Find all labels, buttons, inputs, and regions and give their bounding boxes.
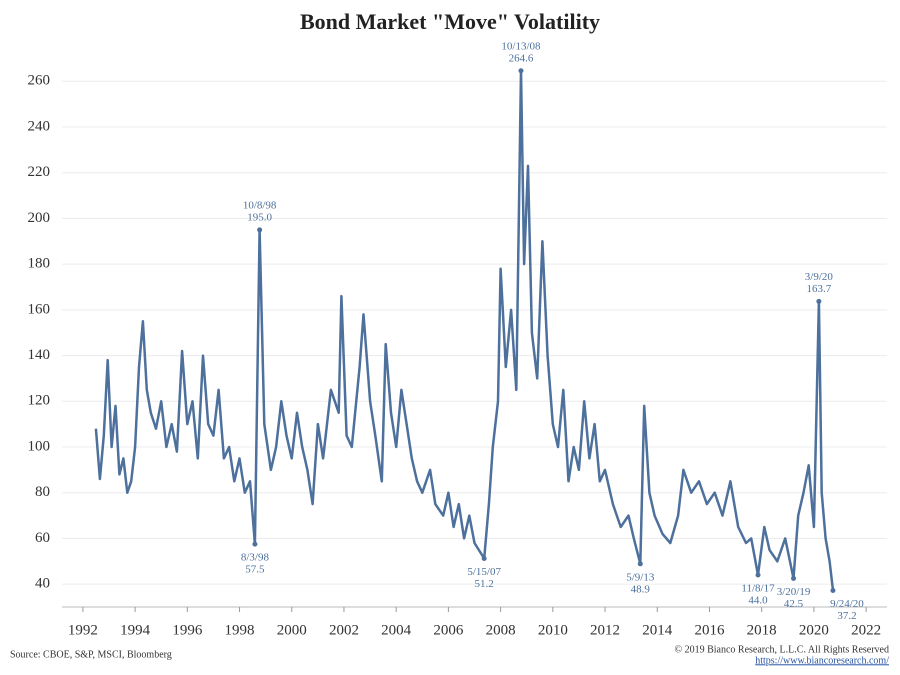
y-tick-label: 180 bbox=[28, 256, 51, 272]
annotation-date: 10/13/08 bbox=[501, 40, 541, 52]
y-tick-label: 160 bbox=[28, 301, 51, 317]
x-tick-label: 2008 bbox=[486, 622, 516, 638]
source: Source: CBOE, S&P, MSCI, Bloomberg bbox=[10, 649, 172, 660]
annotation-point bbox=[830, 588, 836, 594]
y-tick-label: 40 bbox=[35, 576, 50, 592]
x-tick-label: 2014 bbox=[642, 622, 673, 638]
y-tick-label: 240 bbox=[28, 118, 51, 134]
copyright: © 2019 Bianco Research, L.L.C. All Right… bbox=[674, 644, 889, 655]
x-tick-label: 2002 bbox=[329, 622, 359, 638]
x-tick-label: 1996 bbox=[172, 622, 203, 638]
annotation-point bbox=[755, 572, 761, 578]
y-tick-label: 260 bbox=[28, 73, 51, 89]
annotation-date: 11/8/17 bbox=[741, 583, 775, 595]
annotation-value: 195.0 bbox=[247, 211, 272, 223]
annotation-point bbox=[257, 227, 263, 233]
x-tick-label: 2016 bbox=[694, 622, 725, 638]
annotation-point bbox=[481, 556, 487, 562]
annotation-date: 9/24/20 bbox=[830, 598, 864, 610]
x-tick-label: 2020 bbox=[799, 622, 829, 638]
y-tick-label: 140 bbox=[28, 347, 51, 363]
annotation-value: 163.7 bbox=[806, 283, 831, 295]
annotation-point bbox=[791, 575, 797, 581]
x-tick-label: 1992 bbox=[68, 622, 98, 638]
x-tick-label: 2022 bbox=[851, 622, 881, 638]
x-tick-label: 2000 bbox=[277, 622, 307, 638]
annotation-value: 42.5 bbox=[784, 598, 804, 610]
x-tick-label: 2012 bbox=[590, 622, 620, 638]
annotation-date: 8/3/98 bbox=[241, 552, 270, 564]
annotation-value: 264.6 bbox=[509, 52, 534, 64]
annotation-value: 51.2 bbox=[475, 578, 494, 590]
y-tick-label: 100 bbox=[28, 438, 51, 454]
annotation-date: 5/9/13 bbox=[626, 571, 655, 583]
url[interactable]: https://www.biancoresearch.com/ bbox=[755, 655, 889, 666]
chart-title: Bond Market "Move" Volatility bbox=[300, 9, 600, 34]
annotation-date: 10/8/98 bbox=[243, 199, 277, 211]
annotation-date: 5/15/07 bbox=[467, 566, 501, 578]
x-tick-label: 2006 bbox=[433, 622, 464, 638]
series-line bbox=[94, 69, 835, 591]
annotation-value: 48.9 bbox=[631, 583, 651, 595]
annotation-point bbox=[518, 68, 524, 74]
y-tick-label: 120 bbox=[28, 393, 51, 409]
annotation-date: 3/9/20 bbox=[805, 271, 834, 283]
annotation-date: 3/20/19 bbox=[777, 586, 811, 598]
annotation-point bbox=[252, 541, 258, 547]
x-tick-label: 1994 bbox=[120, 622, 151, 638]
annotation-value: 37.2 bbox=[837, 610, 856, 622]
annotation-value: 57.5 bbox=[245, 564, 265, 576]
annotation-point bbox=[816, 298, 822, 304]
y-tick-label: 60 bbox=[35, 530, 50, 546]
x-tick-label: 2018 bbox=[747, 622, 777, 638]
x-tick-label: 1998 bbox=[225, 622, 255, 638]
annotation-point bbox=[637, 561, 643, 567]
y-tick-label: 80 bbox=[35, 484, 50, 500]
x-tick-label: 2004 bbox=[381, 622, 412, 638]
y-tick-label: 220 bbox=[28, 164, 51, 180]
x-tick-label: 2010 bbox=[538, 622, 568, 638]
y-tick-label: 200 bbox=[28, 210, 51, 226]
annotation-value: 44.0 bbox=[748, 595, 768, 607]
